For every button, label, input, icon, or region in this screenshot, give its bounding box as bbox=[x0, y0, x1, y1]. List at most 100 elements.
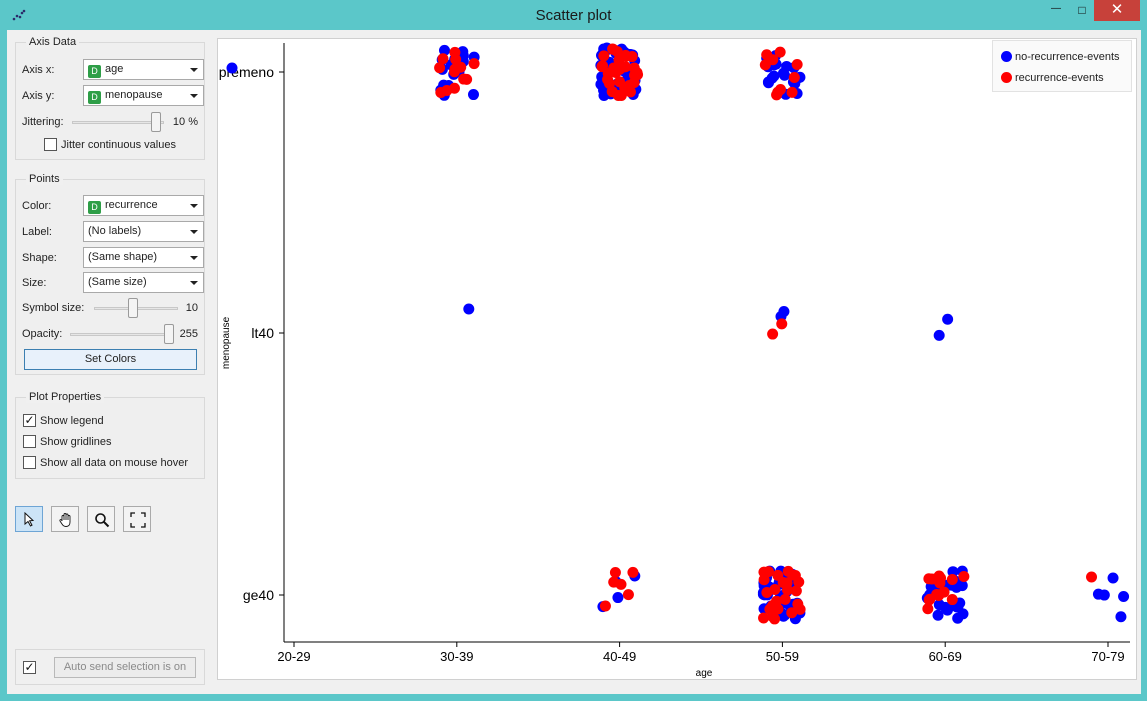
point-recurrence bbox=[599, 600, 611, 612]
size-label: Size: bbox=[22, 277, 47, 289]
opacity-label: Opacity: bbox=[22, 328, 63, 340]
legend-red-dot bbox=[1001, 72, 1012, 83]
select-tool-button[interactable] bbox=[15, 506, 43, 532]
label-value: (No labels) bbox=[88, 225, 142, 237]
point-no-recurrence bbox=[463, 303, 475, 315]
point-recurrence bbox=[607, 43, 619, 55]
fit-view-button[interactable] bbox=[123, 506, 151, 532]
point-recurrence bbox=[779, 593, 791, 605]
point-recurrence bbox=[792, 598, 804, 610]
point-recurrence bbox=[769, 613, 781, 625]
point-recurrence bbox=[458, 73, 470, 85]
point-recurrence bbox=[608, 576, 620, 588]
pan-hand-icon bbox=[59, 513, 71, 527]
maximize-button[interactable]: □ bbox=[1070, 0, 1094, 21]
point-no-recurrence bbox=[762, 76, 774, 88]
fit-view-icon bbox=[130, 512, 146, 528]
select-pointer-icon bbox=[24, 512, 35, 527]
point-recurrence bbox=[782, 565, 794, 577]
jittering-slider[interactable] bbox=[72, 111, 164, 133]
auto-send-checkbox[interactable]: ✓ bbox=[23, 661, 36, 674]
scatter-chart[interactable]: 20-29 30-39 40-49 50-59 60-69 70-79ge40lt40pr… bbox=[218, 39, 1136, 679]
chevron-down-icon bbox=[190, 230, 198, 234]
slider-handle[interactable] bbox=[128, 298, 138, 318]
plot-area[interactable]: 20-29 30-39 40-49 50-59 60-69 70-79 ge40 lt40 pr… bbox=[217, 38, 1137, 680]
x-tick-label: 70-79 bbox=[1091, 649, 1124, 664]
symbol-size-slider[interactable] bbox=[94, 297, 178, 319]
x-tick-label: 40-49 bbox=[603, 649, 636, 664]
point-no-recurrence bbox=[226, 62, 238, 74]
jitter-continuous-label: Jitter continuous values bbox=[61, 139, 176, 151]
point-recurrence bbox=[437, 53, 449, 65]
x-tick-label: 20-29 bbox=[277, 649, 310, 664]
zoom-tool-button[interactable] bbox=[87, 506, 115, 532]
set-colors-button[interactable]: Set Colors bbox=[24, 349, 197, 370]
point-no-recurrence bbox=[1118, 590, 1130, 602]
axis-y-label: Axis y: bbox=[22, 90, 55, 102]
point-recurrence bbox=[468, 58, 480, 70]
minimize-button[interactable]: — bbox=[1042, 0, 1070, 21]
point-recurrence bbox=[449, 46, 461, 58]
plot-properties-panel: Plot Properties ✓ Show legend Show gridl… bbox=[15, 391, 205, 479]
auto-send-button[interactable]: Auto send selection is on bbox=[54, 657, 196, 678]
legend[interactable]: no-recurrence-events recurrence-events bbox=[992, 40, 1132, 92]
show-gridlines-checkbox[interactable] bbox=[23, 435, 36, 448]
point-recurrence bbox=[622, 589, 634, 601]
point-no-recurrence bbox=[1092, 588, 1104, 600]
point-recurrence bbox=[922, 603, 934, 615]
pan-tool-button[interactable] bbox=[51, 506, 79, 532]
show-gridlines-label: Show gridlines bbox=[40, 436, 112, 448]
point-recurrence bbox=[791, 59, 803, 71]
point-recurrence bbox=[610, 66, 622, 78]
y-axis-label: menopause bbox=[221, 316, 232, 369]
chevron-down-icon bbox=[190, 68, 198, 72]
check-icon: ✓ bbox=[24, 660, 35, 674]
shape-value: (Same shape) bbox=[88, 251, 158, 263]
title-bar: Scatter plot — □ ✕ bbox=[0, 0, 1147, 30]
point-recurrence bbox=[449, 63, 461, 75]
show-all-hover-checkbox[interactable] bbox=[23, 456, 36, 469]
point-recurrence bbox=[958, 571, 970, 583]
point-recurrence bbox=[448, 82, 460, 94]
y-tick-label: lt40 bbox=[251, 325, 274, 341]
size-combo[interactable]: (Same size) bbox=[83, 272, 204, 293]
label-combo[interactable]: (No labels) bbox=[83, 221, 204, 242]
point-recurrence bbox=[626, 51, 638, 63]
point-no-recurrence bbox=[1115, 611, 1127, 623]
axis-x-label: Axis x: bbox=[22, 64, 55, 76]
slider-handle[interactable] bbox=[164, 324, 174, 344]
legend-blue-dot bbox=[1001, 51, 1012, 62]
point-recurrence bbox=[609, 567, 621, 579]
point-no-recurrence bbox=[932, 609, 944, 621]
point-recurrence bbox=[786, 86, 798, 98]
point-recurrence bbox=[923, 594, 935, 606]
point-recurrence bbox=[598, 50, 610, 62]
legend-label: no-recurrence-events bbox=[1015, 51, 1120, 63]
shape-combo[interactable]: (Same shape) bbox=[83, 247, 204, 268]
maximize-icon: □ bbox=[1078, 3, 1086, 17]
slider-handle[interactable] bbox=[151, 112, 161, 132]
slider-track bbox=[72, 121, 164, 124]
x-tick-label: 50-59 bbox=[766, 649, 799, 664]
point-recurrence bbox=[758, 566, 770, 578]
symbol-size-value: 10 bbox=[185, 302, 198, 314]
point-recurrence bbox=[434, 62, 446, 74]
show-legend-checkbox[interactable]: ✓ bbox=[23, 414, 36, 427]
point-recurrence bbox=[923, 573, 935, 585]
point-no-recurrence bbox=[1107, 572, 1119, 584]
jittering-label: Jittering: bbox=[22, 116, 64, 128]
close-button[interactable]: ✕ bbox=[1094, 0, 1140, 21]
chevron-down-icon bbox=[190, 204, 198, 208]
point-no-recurrence bbox=[952, 612, 964, 624]
opacity-slider[interactable] bbox=[70, 323, 174, 345]
point-recurrence bbox=[758, 574, 770, 586]
x-axis-label: age bbox=[696, 668, 713, 679]
jitter-continuous-checkbox[interactable] bbox=[44, 138, 57, 151]
point-recurrence bbox=[774, 46, 786, 58]
point-recurrence bbox=[767, 600, 779, 612]
